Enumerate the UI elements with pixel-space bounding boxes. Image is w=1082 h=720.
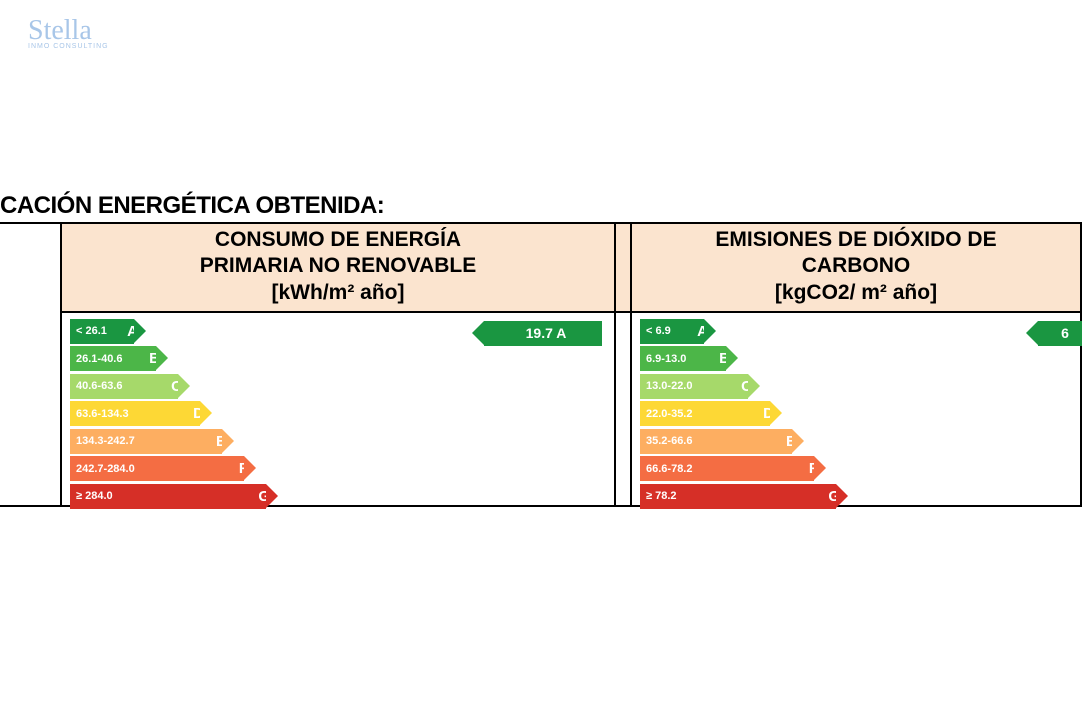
panel-body-left: < 26.1A26.1-40.6B40.6-63.6C63.6-134.3D13… <box>62 313 614 505</box>
bar-range: 26.1-40.6 <box>76 353 122 365</box>
brand-logo: Stella INMO CONSULTING <box>28 20 109 50</box>
bar-letter: E <box>786 433 796 450</box>
bar-range: 22.0-35.2 <box>646 408 692 420</box>
rating-bar-b: 26.1-40.6B <box>70 346 156 371</box>
panel-header-left: CONSUMO DE ENERGÍA PRIMARIA NO RENOVABLE… <box>62 224 614 313</box>
panel-gap <box>616 222 630 507</box>
bar-range: < 26.1 <box>76 325 107 337</box>
bar-letter: B <box>149 350 160 367</box>
rating-bar-c: 13.0-22.0C <box>640 374 748 399</box>
indicator-value: 19.7 A <box>526 325 567 341</box>
rating-bar-f: 66.6-78.2F <box>640 456 814 481</box>
rating-bars-left: < 26.1A26.1-40.6B40.6-63.6C63.6-134.3D13… <box>70 319 606 509</box>
indicator-value: 6 <box>1061 325 1069 341</box>
rating-bar-row: < 6.9 A <box>640 319 1072 344</box>
bar-range: 134.3-242.7 <box>76 435 135 447</box>
bar-letter: C <box>171 378 182 395</box>
bar-range: 242.7-284.0 <box>76 463 135 475</box>
certificate-container: CONSUMO DE ENERGÍA PRIMARIA NO RENOVABLE… <box>0 222 1082 507</box>
rating-indicator-right: 6 <box>1038 321 1082 346</box>
panel-unit: [kWh/m² año] <box>70 280 606 306</box>
rating-bar-f: 242.7-284.0F <box>70 456 244 481</box>
bar-range: 6.9-13.0 <box>646 353 686 365</box>
bar-range: 35.2-66.6 <box>646 435 692 447</box>
bar-range: 63.6-134.3 <box>76 408 129 420</box>
panel-header-right: EMISIONES DE DIÓXIDO DE CARBONO [kgCO2/ … <box>632 224 1080 313</box>
rating-bar-e: 134.3-242.7E <box>70 429 222 454</box>
rating-bar-row: 35.2-66.6 E <box>640 429 1072 454</box>
panel-title-line2: PRIMARIA NO RENOVABLE <box>70 253 606 279</box>
bar-letter: F <box>809 460 818 477</box>
rating-bar-e: 35.2-66.6E <box>640 429 792 454</box>
rating-bar-row: 66.6-78.2 F <box>640 456 1072 481</box>
bar-letter: D <box>193 405 204 422</box>
panel-title-line1: EMISIONES DE DIÓXIDO DE <box>640 227 1072 253</box>
rating-bar-g: ≥ 78.2G <box>640 484 836 509</box>
bar-letter: C <box>741 378 752 395</box>
logo-main: Stella <box>28 20 109 42</box>
rating-bar-d: 63.6-134.3D <box>70 401 200 426</box>
bar-letter: G <box>828 488 840 505</box>
bar-range: 40.6-63.6 <box>76 380 122 392</box>
rating-bar-row: 22.0-35.2 D <box>640 401 1072 426</box>
bar-letter: E <box>216 433 226 450</box>
rating-bar-row: ≥ 78.2 G <box>640 484 1072 509</box>
rating-bar-b: 6.9-13.0B <box>640 346 726 371</box>
rating-bars-right: < 6.9 A 6.9-13.0 B 13.0-22.0 C 22.0-35.2 D 35.2-… <box>640 319 1072 509</box>
rating-indicator-left: 19.7 A <box>484 321 602 346</box>
rating-bar-row: 40.6-63.6 C <box>70 374 606 399</box>
bar-range: ≥ 284.0 <box>76 490 113 502</box>
bar-range: 13.0-22.0 <box>646 380 692 392</box>
rating-bar-row: 6.9-13.0 B <box>640 346 1072 371</box>
bar-range: ≥ 78.2 <box>646 490 677 502</box>
bar-letter: D <box>763 405 774 422</box>
bar-letter: F <box>239 460 248 477</box>
rating-bar-a: < 6.9A <box>640 319 704 344</box>
co2-emissions-panel: EMISIONES DE DIÓXIDO DE CARBONO [kgCO2/ … <box>630 222 1082 507</box>
panel-title-line1: CONSUMO DE ENERGÍA <box>70 227 606 253</box>
rating-bar-row: 26.1-40.6 B <box>70 346 606 371</box>
page-title: CACIÓN ENERGÉTICA OBTENIDA: <box>0 192 384 220</box>
logo-sub: INMO CONSULTING <box>28 44 109 50</box>
energy-consumption-panel: CONSUMO DE ENERGÍA PRIMARIA NO RENOVABLE… <box>60 222 616 507</box>
rating-bar-row: ≥ 284.0 G <box>70 484 606 509</box>
rating-bar-c: 40.6-63.6C <box>70 374 178 399</box>
bar-range: < 6.9 <box>646 325 671 337</box>
rating-bar-row: 63.6-134.3 D <box>70 401 606 426</box>
rating-bar-row: 134.3-242.7 E <box>70 429 606 454</box>
rating-bar-row: 13.0-22.0 C <box>640 374 1072 399</box>
bar-letter: G <box>258 488 270 505</box>
panel-title-line2: CARBONO <box>640 253 1072 279</box>
bar-letter: B <box>719 350 730 367</box>
bar-letter: A <box>127 323 138 340</box>
left-spacer <box>0 222 60 507</box>
rating-bar-row: 242.7-284.0 F <box>70 456 606 481</box>
rating-bar-d: 22.0-35.2D <box>640 401 770 426</box>
rating-bar-a: < 26.1A <box>70 319 134 344</box>
panel-unit: [kgCO2/ m² año] <box>640 280 1072 306</box>
bar-letter: A <box>697 323 708 340</box>
panel-body-right: < 6.9 A 6.9-13.0 B 13.0-22.0 C 22.0-35.2 D 35.2-… <box>632 313 1080 505</box>
rating-bar-g: ≥ 284.0G <box>70 484 266 509</box>
bar-range: 66.6-78.2 <box>646 463 692 475</box>
